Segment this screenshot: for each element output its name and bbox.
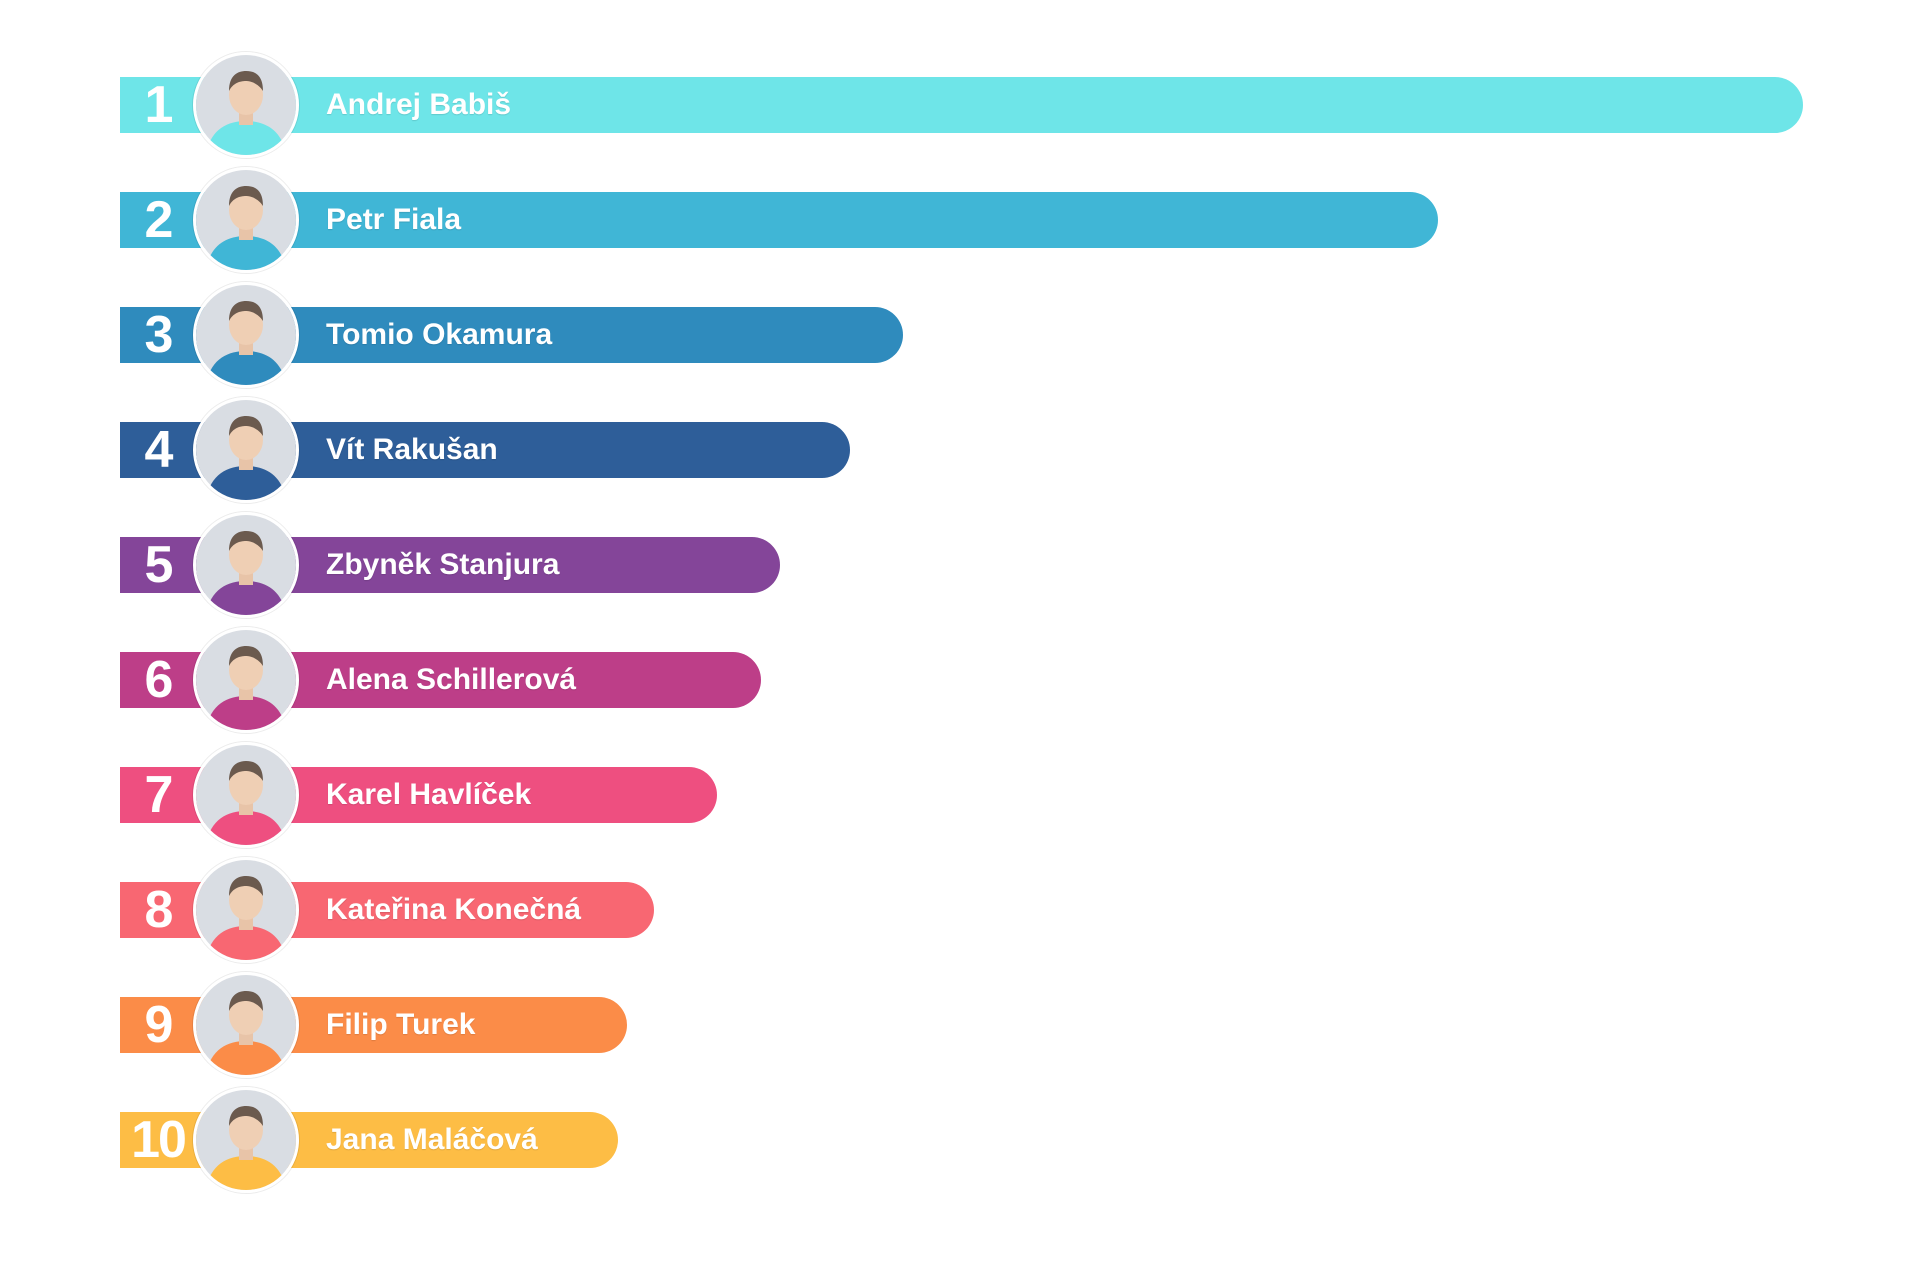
chart-row: 3 Tomio Okamura bbox=[0, 280, 1920, 390]
chart-row: 1 Andrej Babiš bbox=[0, 50, 1920, 160]
category-label: Petr Fiala bbox=[326, 203, 462, 236]
category-label: Karel Havlíček bbox=[326, 778, 532, 811]
person-photo-icon bbox=[193, 167, 299, 273]
person-photo-icon bbox=[193, 282, 299, 388]
person-photo-icon bbox=[193, 742, 299, 848]
rank-label: 2 bbox=[144, 191, 174, 249]
rank-label: 1 bbox=[144, 76, 174, 134]
person-photo-icon bbox=[193, 1087, 299, 1193]
rank-label: 6 bbox=[144, 651, 174, 709]
rank-label: 4 bbox=[144, 421, 174, 479]
rank-label: 5 bbox=[144, 536, 174, 594]
chart-row: 2 Petr Fiala bbox=[0, 165, 1920, 275]
rank-label: 7 bbox=[144, 766, 174, 824]
chart-row: 9 Filip Turek bbox=[0, 970, 1920, 1080]
person-photo-icon bbox=[193, 397, 299, 503]
category-label: Jana Maláčová bbox=[326, 1123, 538, 1156]
person-photo-icon bbox=[193, 627, 299, 733]
person-photo-icon bbox=[193, 512, 299, 618]
bar bbox=[120, 192, 1438, 248]
chart-row: 10 Jana Maláčová bbox=[0, 1085, 1920, 1195]
chart-row: 7 Karel Havlíček bbox=[0, 740, 1920, 850]
chart-row: 8 Kateřina Konečná bbox=[0, 855, 1920, 965]
rank-label: 9 bbox=[144, 996, 174, 1054]
person-photo-icon bbox=[193, 52, 299, 158]
category-label: Kateřina Konečná bbox=[326, 893, 582, 926]
category-label: Alena Schillerová bbox=[326, 663, 577, 696]
chart-row: 5 Zbyněk Stanjura bbox=[0, 510, 1920, 620]
bar bbox=[120, 77, 1803, 133]
person-photo-icon bbox=[193, 972, 299, 1078]
category-label: Vít Rakušan bbox=[326, 433, 498, 466]
rank-label: 10 bbox=[131, 1111, 187, 1169]
chart-row: 4 Vít Rakušan bbox=[0, 395, 1920, 505]
rank-label: 3 bbox=[144, 306, 174, 364]
person-photo-icon bbox=[193, 857, 299, 963]
chart-row: 6 Alena Schillerová bbox=[0, 625, 1920, 735]
category-label: Tomio Okamura bbox=[326, 318, 553, 351]
category-label: Filip Turek bbox=[326, 1008, 476, 1041]
category-label: Zbyněk Stanjura bbox=[326, 548, 560, 581]
category-label: Andrej Babiš bbox=[326, 88, 512, 121]
rank-label: 8 bbox=[144, 881, 174, 939]
